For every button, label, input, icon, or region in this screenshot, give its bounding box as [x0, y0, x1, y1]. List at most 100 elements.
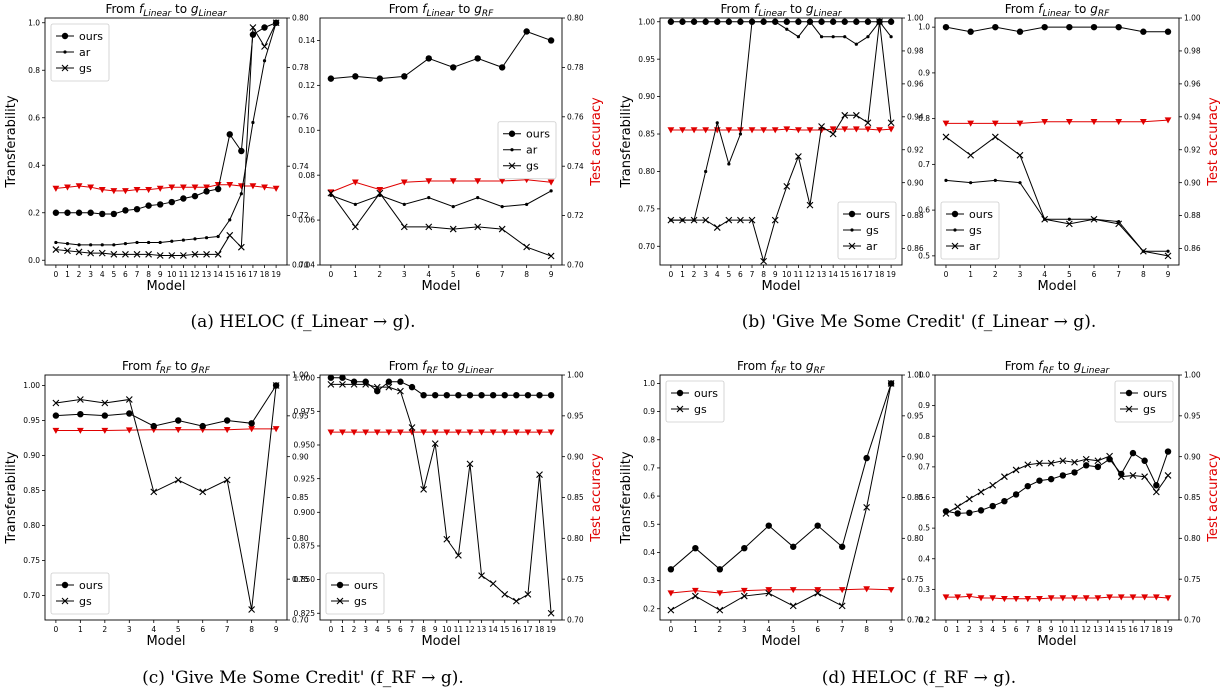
series-line-ours	[945, 451, 1169, 514]
series-point-ours	[466, 391, 474, 399]
chart-title: From fRF to gRF	[122, 359, 211, 376]
x-tick-label: 5	[111, 270, 116, 279]
series-point-gs	[1129, 472, 1137, 479]
accuracy-line	[670, 128, 892, 131]
legend-label: gs	[354, 595, 367, 608]
accuracy-point	[1047, 595, 1055, 602]
x-tick-label: 10	[442, 625, 452, 634]
series-point-gs	[1141, 473, 1149, 481]
accuracy-point	[667, 590, 675, 597]
series-point-ar	[549, 189, 553, 193]
x-tick-label: 6	[815, 625, 820, 634]
x-axis-label: Model	[761, 279, 800, 294]
accuracy-point	[967, 120, 975, 127]
accuracy-point	[203, 184, 210, 191]
x-tick-label: 9	[889, 625, 894, 634]
series-point-ours	[199, 422, 206, 430]
x-axis-label: Model	[146, 279, 185, 294]
series-point-gs	[203, 250, 210, 258]
accuracy-point	[478, 429, 485, 436]
series-point-gs	[87, 249, 95, 257]
legend: ours ar gs	[497, 121, 557, 180]
series-point-gs	[1036, 459, 1043, 467]
series-point-gs	[715, 121, 719, 125]
accuracy-point	[1001, 596, 1008, 603]
y2-tick-label: 0.86	[907, 244, 924, 253]
series-point-ours	[168, 198, 175, 206]
series-point-gs	[808, 20, 812, 24]
accuracy-point	[1041, 119, 1049, 126]
accuracy-point	[887, 126, 895, 133]
series-point-gs	[765, 589, 773, 597]
accuracy-point	[191, 184, 199, 191]
y2-axis-label: Test accuracy	[1206, 453, 1221, 543]
series-point-ours	[1141, 457, 1148, 464]
series-point-ar	[402, 202, 406, 206]
accuracy-point	[52, 185, 60, 192]
x-tick-label: 16	[512, 625, 522, 634]
series-point-ar	[713, 224, 721, 231]
accuracy-point	[771, 127, 779, 134]
accuracy-point	[1129, 594, 1137, 601]
series-point-gs	[454, 551, 462, 559]
x-tick-label: 1	[680, 270, 685, 279]
series-point-gs	[773, 20, 777, 24]
y-tick-label: 0.6	[28, 113, 40, 122]
series-point-ar	[216, 234, 220, 239]
y-tick-label: 1.000	[294, 373, 316, 382]
y2-tick-label: 0.70	[292, 261, 309, 270]
series-point-ours	[261, 24, 268, 31]
accuracy-point	[466, 429, 474, 436]
accuracy-point	[373, 429, 381, 436]
y2-tick-label: 0.98	[907, 47, 924, 56]
accuracy-point	[512, 429, 520, 436]
series-point-ours	[223, 417, 231, 424]
y-tick-label: 0.8	[643, 435, 655, 444]
y2-tick-label: 0.95	[567, 411, 584, 420]
series-point-gs	[145, 250, 153, 258]
y-tick-label: 0.80	[638, 167, 655, 176]
series-point-ar	[100, 243, 104, 247]
series-point-ar	[887, 119, 895, 127]
series-point-ours	[536, 391, 543, 399]
legend-label: gs	[526, 160, 539, 173]
accuracy-point	[1117, 594, 1125, 601]
x-tick-label: 4	[375, 625, 380, 634]
series-point-gs	[75, 248, 83, 256]
series-point-ours	[1094, 463, 1102, 471]
accuracy-point	[174, 426, 182, 434]
y2-tick-label: 0.90	[567, 452, 584, 461]
legend-label: ar	[866, 240, 878, 253]
accuracy-point	[226, 182, 234, 189]
x-tick-label: 0	[53, 270, 58, 279]
legend-label: ours	[526, 128, 550, 141]
series-point-gs	[168, 252, 176, 259]
chart-panel-7: From fRF to gRF 0.2 0.3 0.4 0.5 0.6 0.7 0.8 0.9 1…	[619, 359, 924, 649]
x-tick-label: 15	[840, 270, 850, 279]
accuracy-point	[498, 178, 506, 185]
series-point-gs	[248, 606, 256, 613]
series-point-ar	[748, 216, 756, 224]
x-tick-label: 7	[1116, 270, 1121, 279]
y-tick-label: 0.75	[638, 204, 655, 213]
series-point-ours	[547, 37, 555, 44]
chart-title: From fLinear to gLinear	[720, 2, 842, 19]
series-point-ours	[1153, 482, 1160, 489]
plot-frame	[44, 17, 288, 266]
y2-tick-label: 0.90	[1184, 452, 1201, 461]
y-tick-label: 0.8	[918, 114, 930, 123]
x-tick-label: 3	[1018, 270, 1023, 279]
series-point-gs	[489, 580, 497, 588]
accuracy-point	[98, 186, 106, 194]
y-tick-label: 0.7	[918, 160, 930, 169]
y-tick-label: 0.75	[23, 556, 40, 565]
x-tick-label: 6	[1092, 270, 1097, 279]
series-point-gs	[1166, 249, 1170, 253]
series-point-ar	[451, 205, 455, 209]
series-point-ours	[150, 422, 157, 430]
chart-title: From fLinear to gLinear	[105, 2, 227, 19]
x-tick-label: 13	[202, 270, 212, 279]
series-point-gs	[397, 387, 404, 395]
accuracy-point	[991, 120, 999, 127]
series-point-gs	[327, 189, 335, 197]
